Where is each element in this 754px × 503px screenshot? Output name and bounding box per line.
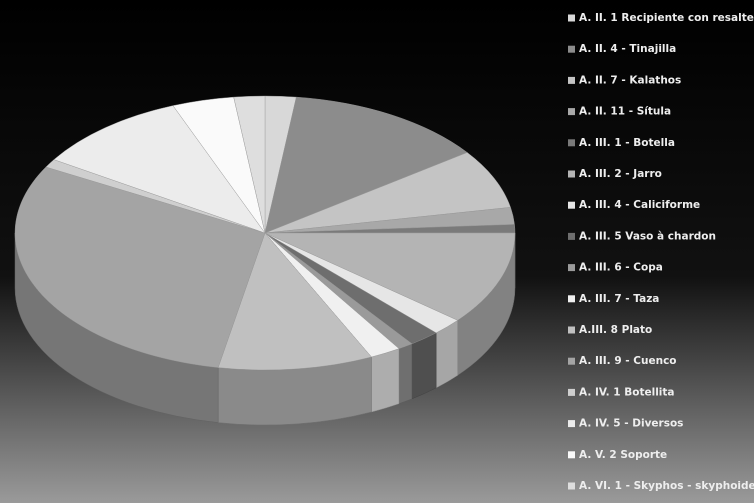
legend-label: A. IV. 1 Botellita: [579, 386, 675, 398]
slice-side: [411, 332, 437, 400]
slice: [53, 105, 266, 234]
legend-label: A. II. 11 - Sítula: [579, 106, 671, 118]
legend-label: A. II. 4 - Tinajilla: [579, 43, 676, 55]
legend-swatch: [568, 451, 575, 459]
legend-label: A. III. 7 - Taza: [579, 293, 659, 305]
legend-swatch: [568, 388, 575, 396]
legend-swatch: [568, 357, 575, 365]
legend-label: A. III. 5 Vaso à chardon: [579, 230, 716, 242]
slice: [264, 152, 511, 234]
legend-swatch: [568, 482, 575, 490]
legend-swatch: [568, 232, 575, 240]
legend-label: A. III. 6 - Copa: [579, 262, 663, 274]
slice: [264, 96, 468, 234]
legend-label: A. III. 9 - Cuenco: [579, 355, 677, 367]
legend-swatch: [568, 14, 575, 22]
legend-label: A. III. 1 - Botella: [579, 137, 675, 149]
legend-label: A. II. 1 Recipiente con resalte: [579, 12, 754, 24]
legend-swatch: [568, 295, 575, 303]
legend-swatch: [568, 201, 575, 209]
legend-label: A. II. 7 - Kalathos: [579, 74, 681, 86]
slice-side: [371, 348, 400, 413]
slice-side: [398, 343, 413, 405]
legend-label: A. III. 4 - Caliciforme: [579, 199, 700, 211]
legend-label: A. V. 2 Soporte: [579, 449, 667, 461]
legend-label: A. IV. 5 - Diversos: [579, 418, 683, 430]
legend-swatch: [568, 420, 575, 428]
legend-label: A.III. 8 Plato: [579, 324, 652, 336]
pie-tops: [14, 95, 516, 371]
slice: [233, 95, 266, 234]
legend-swatch: [568, 139, 575, 147]
legend-label: A. III. 2 - Jarro: [579, 168, 662, 180]
legend-swatch: [568, 170, 575, 178]
legend-label: A. VI. 1 - Skyphos - skyphoide: [579, 480, 754, 492]
legend-swatch: [568, 108, 575, 116]
legend: A. II. 1 Recipiente con resalte A. II. 4 …: [568, 12, 754, 492]
slice: [217, 232, 372, 371]
legend-swatch: [568, 76, 575, 84]
legend-swatch: [568, 326, 575, 334]
legend-swatch: [568, 45, 575, 53]
slice: [14, 166, 266, 368]
slice: [264, 232, 516, 321]
legend-swatch: [568, 264, 575, 272]
